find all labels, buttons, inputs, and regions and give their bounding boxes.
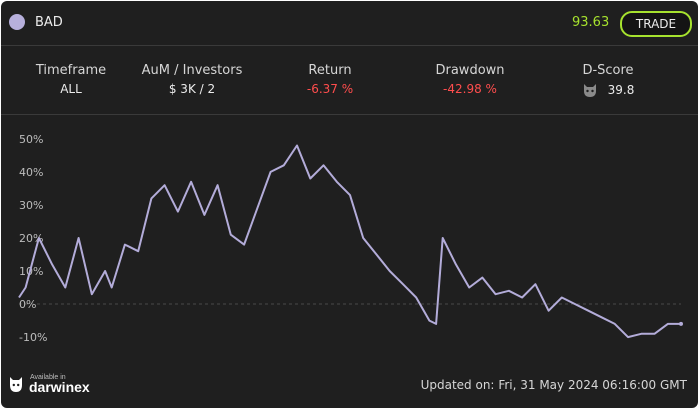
timeframe-value[interactable]: ALL xyxy=(60,82,82,96)
stat-dscore: D-Score 39.8 xyxy=(538,63,678,101)
updated-value: Fri, 31 May 2024 06:16:00 GMT xyxy=(498,378,687,392)
y-tick-label: 50% xyxy=(19,133,43,146)
trade-button[interactable]: TRADE xyxy=(620,11,692,37)
widget-header: BAD 93.63 TRADE xyxy=(1,1,698,46)
stat-drawdown: Drawdown -42.98 % xyxy=(400,63,540,96)
updated-timestamp: Updated on: Fri, 31 May 2024 06:16:00 GM… xyxy=(421,378,687,392)
darwin-color-dot xyxy=(9,14,25,30)
drawdown-value: -42.98 % xyxy=(443,82,497,96)
logo-brand-text: darwinex xyxy=(29,379,90,395)
darwinex-logo[interactable]: Available in darwinex xyxy=(8,371,103,395)
logo-small-text: Available in xyxy=(30,374,66,381)
darwin-name[interactable]: BAD xyxy=(35,15,63,30)
dscore-value: 39.8 xyxy=(607,83,635,97)
y-tick-label: -10% xyxy=(19,331,47,344)
stat-label: Drawdown xyxy=(435,63,505,78)
y-tick-label: 0% xyxy=(19,298,36,311)
stat-label: D-Score xyxy=(582,63,634,78)
stat-label: AuM / Investors xyxy=(141,63,243,78)
stat-aum: AuM / Investors $ 3K / 2 xyxy=(122,63,262,96)
stat-return: Return -6.37 % xyxy=(260,63,400,96)
stat-timeframe: Timeframe ALL xyxy=(1,63,141,96)
return-series-line[interactable] xyxy=(18,144,681,339)
aum-value: $ 3K / 2 xyxy=(168,82,216,96)
stats-bar: Timeframe ALL AuM / Investors $ 3K / 2 R… xyxy=(1,46,698,115)
stat-label: Return xyxy=(308,63,352,78)
y-tick-label: 10% xyxy=(19,265,43,278)
return-value: -6.37 % xyxy=(306,82,354,96)
updated-label: Updated on: xyxy=(420,378,495,392)
last-point-marker xyxy=(679,321,683,326)
performance-chart: 50%40%30%20%10%0%-10% xyxy=(18,133,683,344)
darwin-mask-icon xyxy=(583,84,596,97)
stat-label: Timeframe xyxy=(35,63,107,78)
darwinex-mask-icon xyxy=(10,377,22,392)
darwin-price: 93.63 xyxy=(572,15,610,30)
y-tick-label: 30% xyxy=(19,199,43,212)
dscore-row: 39.8 xyxy=(538,82,678,101)
y-tick-label: 40% xyxy=(19,166,43,179)
